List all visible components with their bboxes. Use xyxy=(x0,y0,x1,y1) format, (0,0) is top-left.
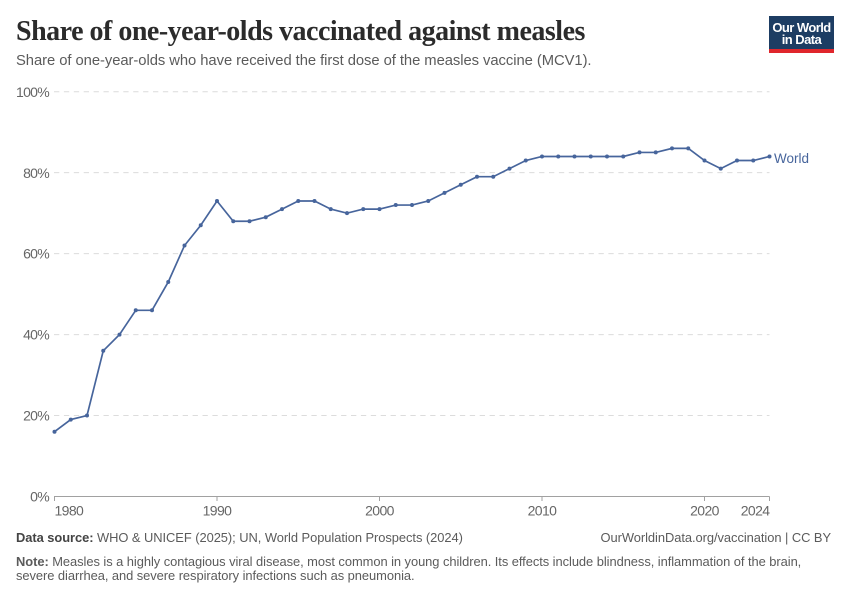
svg-text:100%: 100% xyxy=(16,84,49,100)
svg-text:80%: 80% xyxy=(23,165,49,181)
svg-text:60%: 60% xyxy=(23,246,49,262)
svg-text:World: World xyxy=(774,151,809,166)
svg-text:0%: 0% xyxy=(30,489,49,505)
svg-text:40%: 40% xyxy=(23,327,49,343)
svg-text:2024: 2024 xyxy=(741,503,771,519)
svg-text:20%: 20% xyxy=(23,408,49,424)
svg-text:2000: 2000 xyxy=(365,503,395,519)
svg-text:2020: 2020 xyxy=(690,503,720,519)
svg-text:1980: 1980 xyxy=(55,503,85,519)
svg-text:1990: 1990 xyxy=(203,503,233,519)
svg-text:2010: 2010 xyxy=(528,503,558,519)
